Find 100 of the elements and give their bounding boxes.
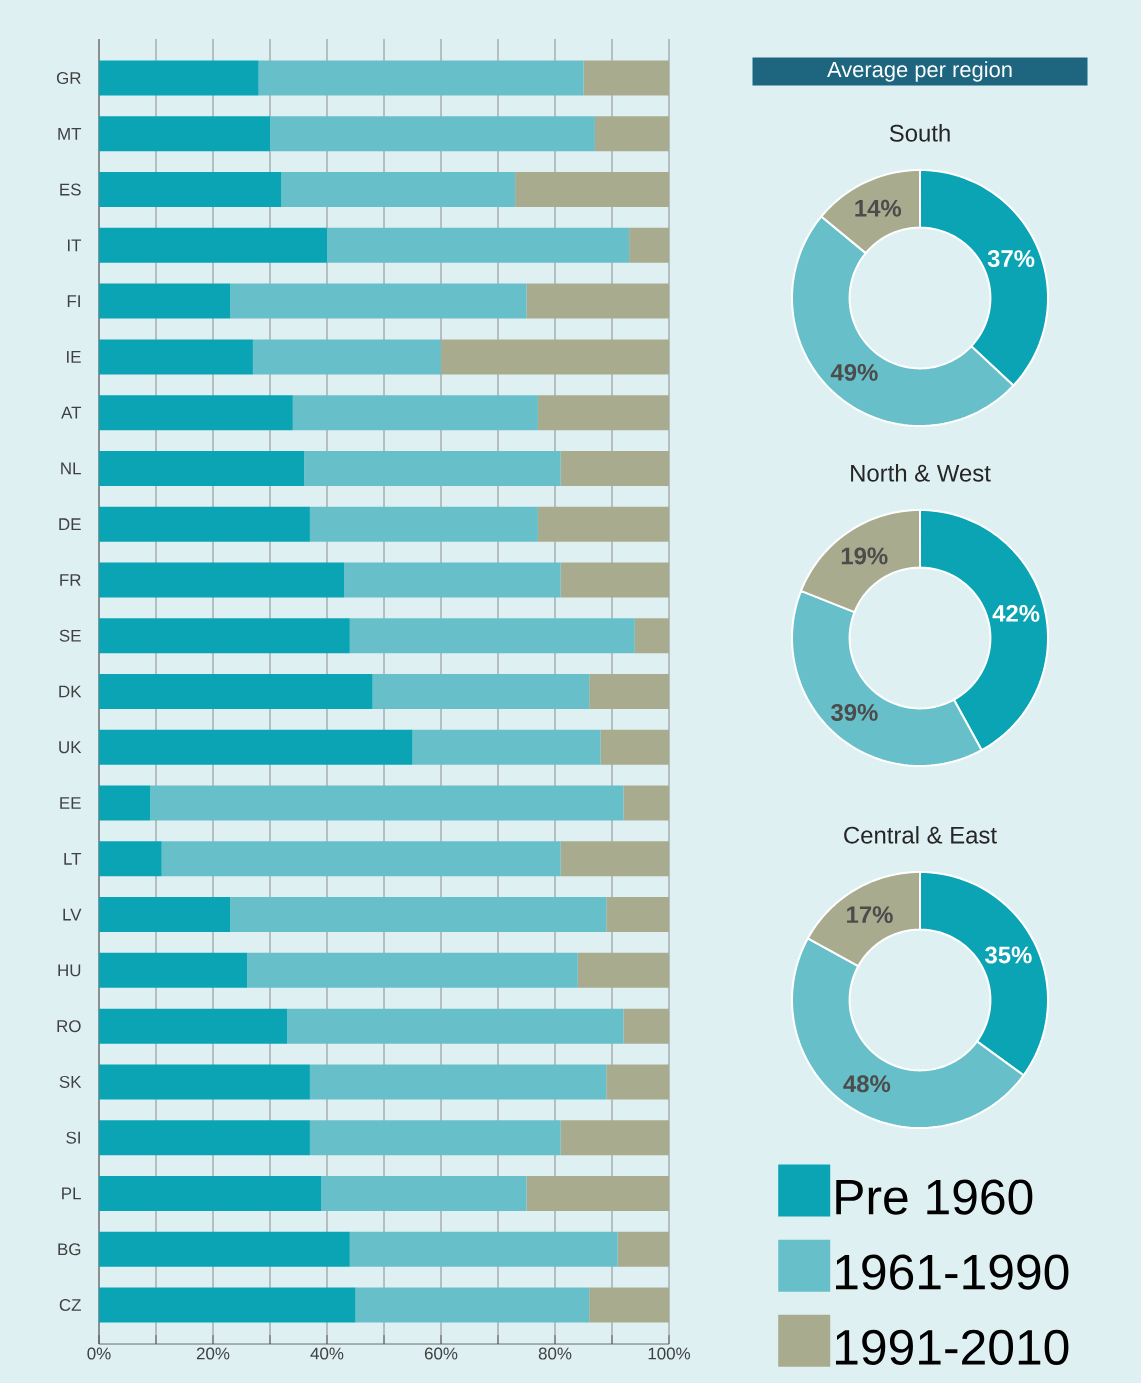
bar bbox=[355, 1287, 590, 1323]
y-tick-label: IT bbox=[67, 239, 82, 252]
bar bbox=[526, 283, 670, 319]
x-tick-label: 80% bbox=[538, 1347, 572, 1360]
x-tick-label: 100% bbox=[648, 1347, 691, 1360]
bar bbox=[309, 1120, 561, 1156]
y-tick-label: DK bbox=[59, 685, 82, 698]
data-label: 42% bbox=[992, 604, 1040, 622]
bar bbox=[99, 450, 305, 486]
y-tick-label: IE bbox=[67, 351, 81, 363]
bar bbox=[281, 172, 516, 208]
bar bbox=[617, 1231, 670, 1267]
bar bbox=[258, 60, 584, 96]
bar bbox=[99, 729, 413, 765]
bar bbox=[412, 729, 601, 765]
y-tick-label: NL bbox=[61, 462, 81, 475]
bar bbox=[161, 841, 561, 877]
bar bbox=[99, 506, 310, 542]
bar bbox=[309, 506, 538, 542]
bar bbox=[577, 952, 670, 988]
bar bbox=[606, 1064, 670, 1100]
bar bbox=[344, 562, 561, 598]
bar bbox=[560, 1120, 670, 1156]
bar bbox=[526, 1175, 670, 1211]
bar bbox=[99, 897, 231, 933]
bar bbox=[634, 618, 670, 654]
y-tick-label: FR bbox=[60, 574, 81, 586]
bar bbox=[99, 1287, 356, 1323]
bar bbox=[99, 60, 259, 96]
bar bbox=[99, 283, 231, 319]
y-tick-label: AT bbox=[61, 406, 82, 419]
bar bbox=[537, 395, 670, 431]
bar bbox=[99, 395, 293, 431]
x-tick-label: 20% bbox=[196, 1347, 230, 1360]
bar bbox=[589, 674, 670, 710]
chart-title: South bbox=[889, 124, 950, 142]
data-label: 37% bbox=[987, 250, 1035, 268]
bar bbox=[99, 1175, 322, 1211]
bar bbox=[327, 227, 630, 263]
bar bbox=[270, 116, 595, 152]
bar bbox=[560, 841, 670, 877]
bar bbox=[287, 1008, 624, 1044]
y-tick-label: UK bbox=[59, 741, 82, 754]
data-label: 14% bbox=[855, 199, 902, 217]
bar bbox=[99, 952, 248, 988]
bar bbox=[99, 562, 345, 598]
text: Average per region bbox=[827, 61, 1012, 82]
bar bbox=[560, 562, 670, 598]
y-tick-label: EE bbox=[60, 797, 81, 809]
data-label: 17% bbox=[847, 906, 893, 924]
y-tick-label: SI bbox=[66, 1131, 80, 1144]
x-tick-label: 60% bbox=[424, 1347, 458, 1360]
bar bbox=[600, 729, 670, 765]
bar bbox=[583, 60, 670, 96]
bar bbox=[589, 1287, 670, 1323]
bar bbox=[99, 1064, 310, 1100]
bar bbox=[623, 785, 670, 821]
bar bbox=[560, 450, 670, 486]
legend-label: 1991-2010 bbox=[836, 1329, 1069, 1365]
bar bbox=[537, 506, 670, 542]
bar bbox=[99, 339, 253, 375]
bar bbox=[99, 1008, 288, 1044]
bar bbox=[515, 172, 670, 208]
data-label: 35% bbox=[985, 946, 1032, 964]
data-label: 48% bbox=[843, 1075, 891, 1093]
y-tick-label: SK bbox=[59, 1075, 82, 1088]
bar bbox=[441, 339, 670, 375]
bar bbox=[623, 1008, 670, 1044]
legend-label: Pre 1960 bbox=[836, 1179, 1033, 1215]
y-tick-label: DE bbox=[59, 518, 81, 531]
bar bbox=[606, 897, 670, 933]
bar bbox=[99, 116, 270, 152]
bar bbox=[99, 172, 282, 208]
y-tick-label: MT bbox=[58, 127, 82, 140]
y-tick-label: SE bbox=[59, 629, 81, 642]
chart-title: Central & East bbox=[844, 826, 997, 844]
bar bbox=[247, 952, 578, 988]
data-label: 19% bbox=[841, 547, 888, 565]
bar bbox=[99, 785, 151, 821]
bar bbox=[304, 450, 561, 486]
legend-label: 1961-1990 bbox=[836, 1254, 1069, 1290]
bar bbox=[321, 1175, 527, 1211]
y-tick-label: LT bbox=[64, 852, 82, 865]
bar bbox=[629, 227, 670, 263]
x-tick-label: 40% bbox=[310, 1347, 344, 1360]
data-label: 49% bbox=[830, 363, 878, 381]
bar bbox=[99, 1120, 310, 1156]
y-tick-label: PL bbox=[62, 1187, 81, 1200]
bar bbox=[99, 618, 350, 654]
bar bbox=[230, 283, 527, 319]
bar bbox=[372, 674, 590, 710]
bar bbox=[150, 785, 624, 821]
bar bbox=[99, 1231, 350, 1267]
bar bbox=[309, 1064, 607, 1100]
y-tick-label: HU bbox=[58, 964, 81, 977]
chart-title: North & West bbox=[851, 464, 991, 482]
x-tick-label: 0% bbox=[87, 1347, 111, 1360]
y-tick-label: LV bbox=[63, 908, 82, 921]
data-label: 39% bbox=[831, 703, 878, 721]
bar bbox=[349, 618, 635, 654]
